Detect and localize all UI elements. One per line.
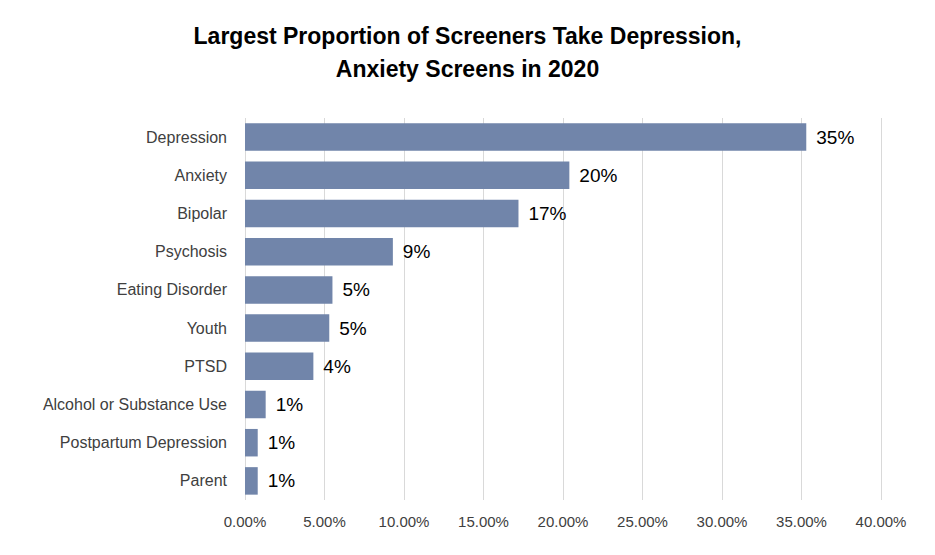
svg-text:Youth: Youth <box>187 320 227 337</box>
svg-text:30.00%: 30.00% <box>697 513 748 530</box>
svg-text:5%: 5% <box>339 318 367 339</box>
svg-text:10.00%: 10.00% <box>379 513 430 530</box>
svg-text:5%: 5% <box>342 279 370 300</box>
svg-text:35%: 35% <box>816 127 854 148</box>
svg-text:5.00%: 5.00% <box>303 513 346 530</box>
svg-text:25.00%: 25.00% <box>617 513 668 530</box>
svg-text:Postpartum Depression: Postpartum Depression <box>60 434 227 451</box>
svg-text:Eating Disorder: Eating Disorder <box>117 281 228 298</box>
svg-text:Largest Proportion of Screener: Largest Proportion of Screeners Take Dep… <box>194 23 742 49</box>
svg-text:40.00%: 40.00% <box>856 513 907 530</box>
svg-text:35.00%: 35.00% <box>776 513 827 530</box>
svg-text:Depression: Depression <box>146 129 227 146</box>
svg-text:Anxiety Screens in 2020: Anxiety Screens in 2020 <box>336 56 599 82</box>
svg-text:15.00%: 15.00% <box>458 513 509 530</box>
svg-text:Alcohol or Substance Use: Alcohol or Substance Use <box>43 396 227 413</box>
svg-text:1%: 1% <box>268 470 296 491</box>
svg-text:Parent: Parent <box>180 472 228 489</box>
svg-text:20.00%: 20.00% <box>538 513 589 530</box>
svg-text:4%: 4% <box>323 356 351 377</box>
svg-text:Anxiety: Anxiety <box>175 167 227 184</box>
svg-text:0.00%: 0.00% <box>224 513 267 530</box>
svg-text:1%: 1% <box>268 432 296 453</box>
svg-text:1%: 1% <box>276 394 304 415</box>
svg-text:Psychosis: Psychosis <box>155 243 227 260</box>
svg-text:20%: 20% <box>579 165 617 186</box>
svg-text:Bipolar: Bipolar <box>177 205 227 222</box>
svg-text:9%: 9% <box>403 241 431 262</box>
svg-text:PTSD: PTSD <box>184 358 227 375</box>
svg-text:17%: 17% <box>528 203 566 224</box>
